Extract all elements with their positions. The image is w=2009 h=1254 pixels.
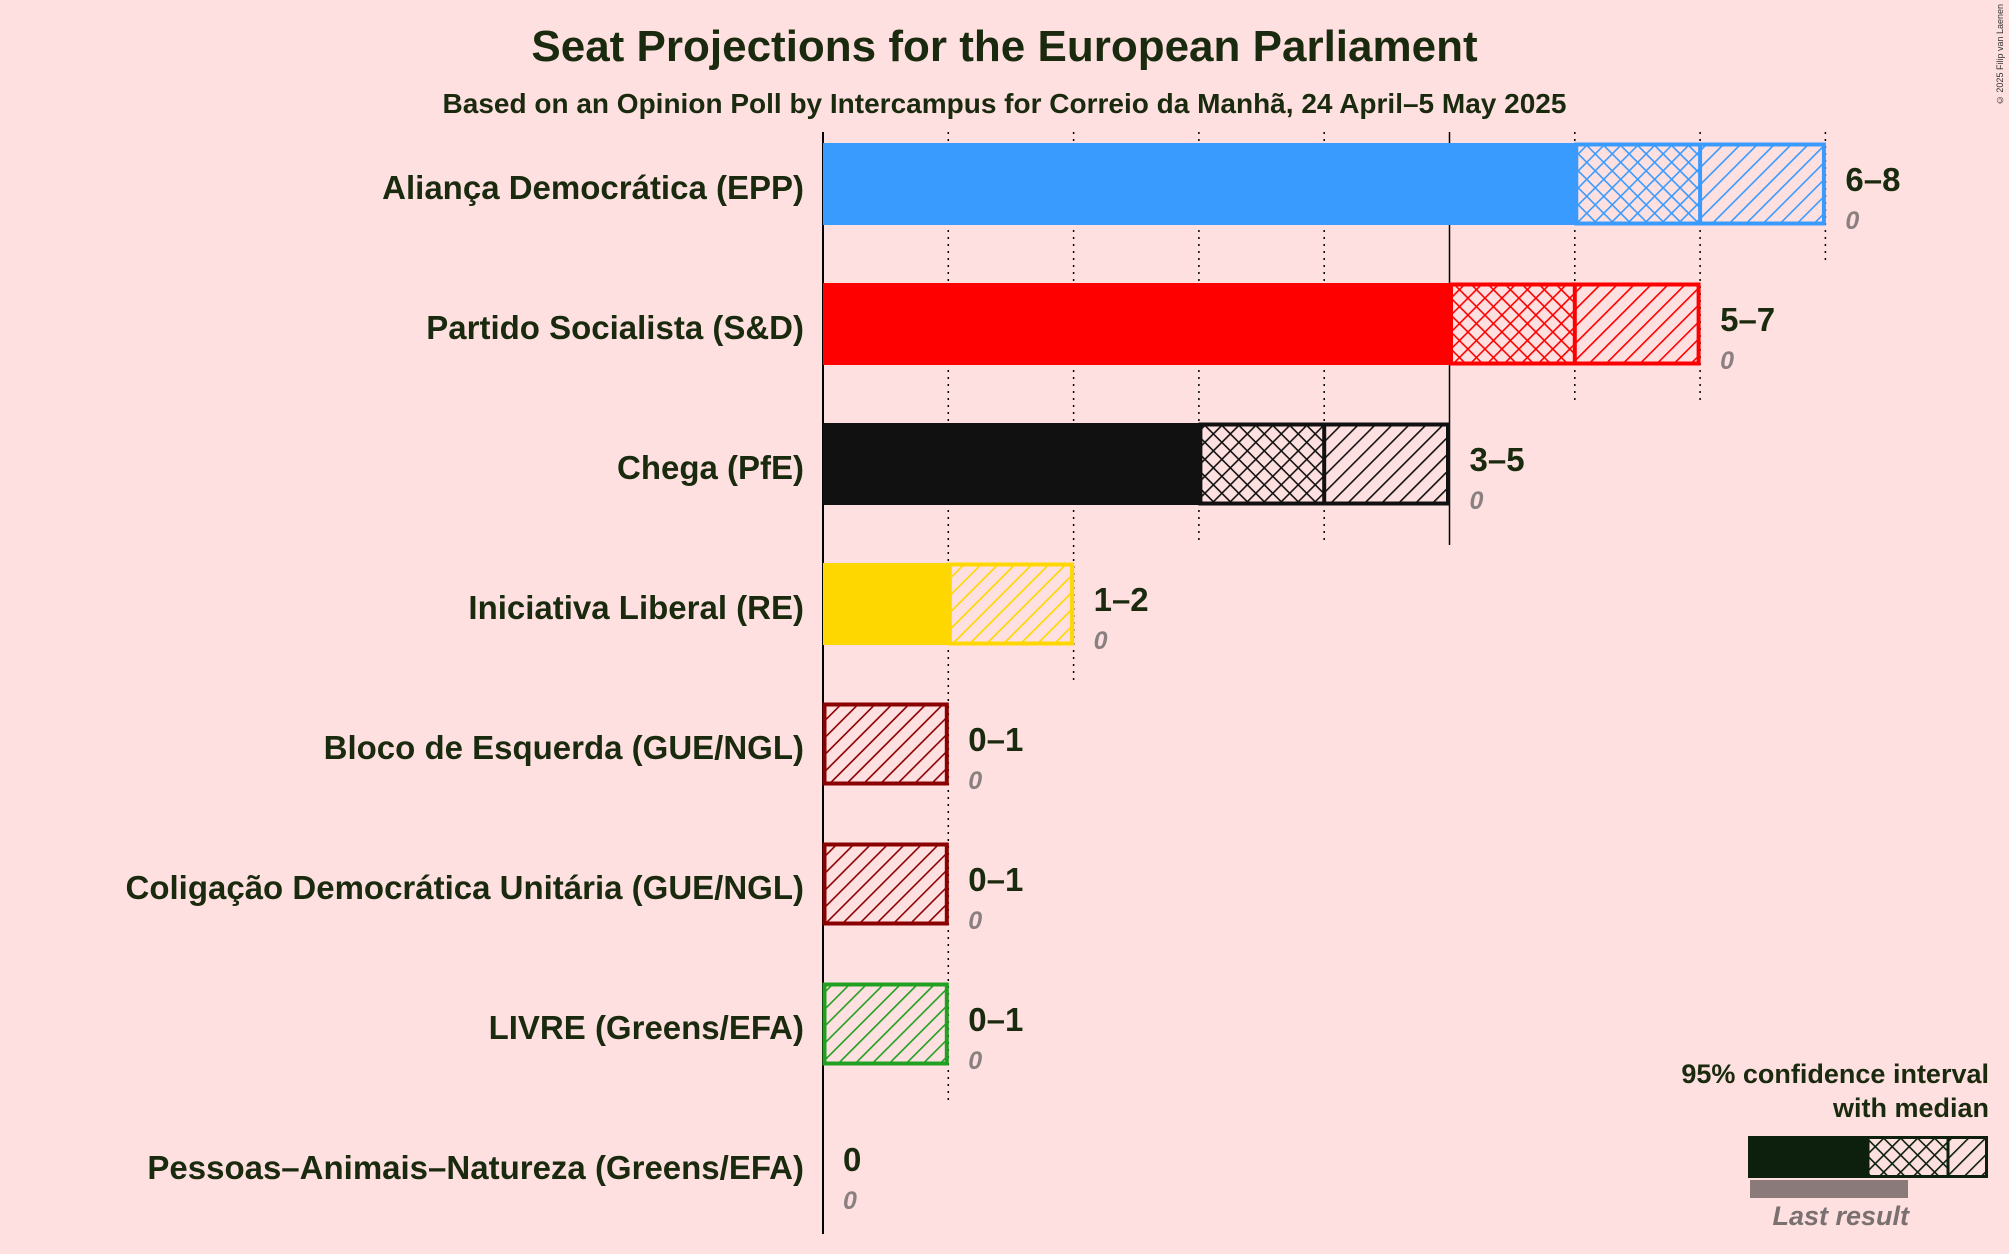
last-result-label: 0	[1720, 347, 1734, 375]
range-label: 5–7	[1720, 301, 1775, 338]
party-label: Aliança Democrática (EPP)	[382, 169, 804, 206]
range-label: 3–5	[1470, 441, 1525, 478]
bar-group	[823, 562, 1075, 646]
chart-subtitle: Based on an Opinion Poll by Intercampus …	[442, 88, 1567, 119]
legend: 95% confidence interval with median Last r…	[1681, 1059, 1989, 1231]
bar-group	[822, 842, 949, 926]
party-label: Bloco de Esquerda (GUE/NGL)	[324, 729, 804, 766]
party-label: Chega (PfE)	[617, 449, 804, 486]
bar-group	[822, 702, 949, 786]
legend-line1: 95% confidence interval	[1681, 1059, 1989, 1089]
party-label: Coligação Democrática Unitária (GUE/NGL)	[126, 869, 804, 906]
legend-last-result: Last result	[1772, 1201, 1910, 1231]
legend-last-bar	[1750, 1180, 1908, 1198]
bar-hatch	[823, 983, 949, 1065]
range-label: 0–1	[968, 721, 1023, 758]
range-label: 0	[843, 1141, 861, 1178]
bar-crosshatch	[1198, 423, 1325, 505]
range-label: 0–1	[968, 861, 1023, 898]
bar-hatch	[1700, 143, 1826, 225]
legend-crosshatch	[1868, 1136, 1948, 1178]
range-label: 0–1	[968, 1001, 1023, 1038]
party-label: LIVRE (Greens/EFA)	[489, 1009, 804, 1046]
bar-group	[822, 982, 949, 1066]
bar-hatch	[1574, 283, 1701, 365]
bar-solid	[823, 143, 1575, 225]
bar-solid	[823, 563, 949, 645]
last-result-label: 0	[968, 1047, 982, 1075]
range-label: 1–2	[1094, 581, 1149, 618]
party-label: Iniciativa Liberal (RE)	[468, 589, 804, 626]
bar-solid	[823, 283, 1450, 365]
bar-crosshatch	[1449, 283, 1575, 365]
bar-hatch	[823, 843, 949, 925]
legend-solid	[1748, 1136, 1868, 1178]
range-label: 6–8	[1845, 161, 1900, 198]
bar-outline	[822, 982, 949, 1066]
last-result-label: 0	[968, 767, 982, 795]
bar-hatch	[823, 703, 949, 785]
labels-layer: Aliança Democrática (EPP) 6–8 0 Partido Soc…	[126, 161, 1901, 1215]
bar-crosshatch	[1574, 143, 1701, 225]
bars-layer	[822, 142, 1826, 1066]
last-result-label: 0	[968, 907, 982, 935]
last-result-label: 0	[843, 1187, 857, 1215]
bar-group	[823, 282, 1701, 366]
bar-solid	[823, 423, 1199, 505]
party-label: Partido Socialista (S&D)	[426, 309, 804, 346]
bar-group	[823, 142, 1826, 226]
last-result-label: 0	[1094, 627, 1108, 655]
bar-outline	[822, 842, 949, 926]
bar-outline	[822, 702, 949, 786]
party-label: Pessoas–Animais–Natureza (Greens/EFA)	[147, 1149, 804, 1186]
bar-hatch	[948, 563, 1074, 645]
legend-line2: with median	[1832, 1093, 1989, 1123]
legend-hatch	[1948, 1136, 1988, 1178]
last-result-label: 0	[1845, 207, 1859, 235]
legend-outline	[1866, 1136, 1988, 1178]
last-result-label: 0	[1470, 487, 1484, 515]
bar-hatch	[1324, 423, 1450, 505]
chart-title: Seat Projections for the European Parlia…	[531, 22, 1478, 71]
bar-outline	[947, 562, 1075, 646]
bar-group	[823, 422, 1451, 506]
